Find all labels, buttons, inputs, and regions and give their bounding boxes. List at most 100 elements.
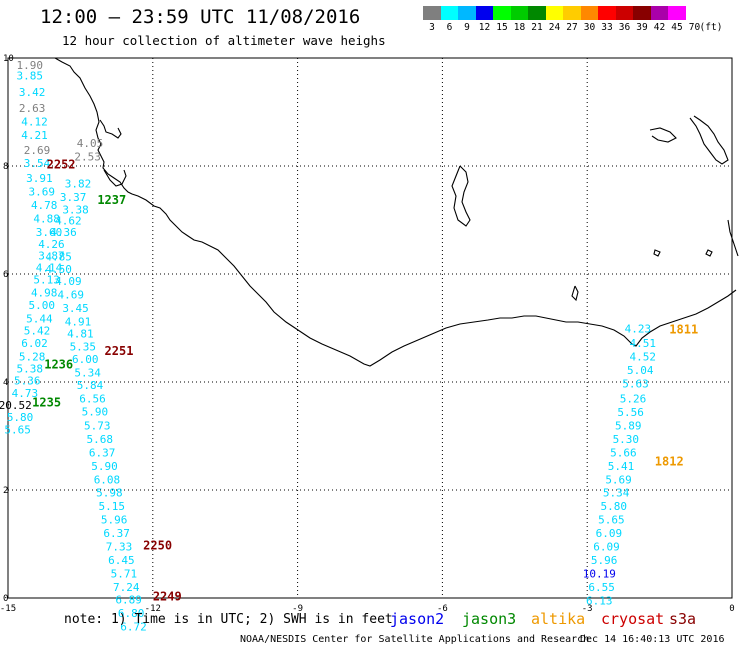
swh-observation: 4.52 <box>629 350 656 363</box>
swh-observation: 5.38 <box>16 362 43 375</box>
legend-swatch <box>510 6 528 20</box>
swh-observation: 4.12 <box>21 116 48 129</box>
swh-observation: 3.82 <box>65 178 92 191</box>
swh-observation: 3.42 <box>19 86 46 99</box>
pass-time-label: 2252 <box>47 158 76 172</box>
swh-observation: 5.41 <box>608 460 635 473</box>
x-tick-label: -3 <box>582 604 593 614</box>
legend-swatch <box>493 6 511 20</box>
swh-observation: 5.26 <box>620 393 647 406</box>
x-tick-label: -15 <box>0 604 16 614</box>
swh-observation: 7.24 <box>113 581 140 594</box>
swh-observation: 5.71 <box>111 567 138 580</box>
legend-swatch-label: 21 <box>531 22 543 33</box>
x-tick-label: -9 <box>292 604 303 614</box>
x-tick-label: -6 <box>437 604 448 614</box>
swh-observation: 6.37 <box>103 527 130 540</box>
legend-swatch-label: 3 <box>429 22 435 33</box>
page-subtitle: 12 hour collection of altimeter wave hei… <box>62 33 386 48</box>
swh-observation: 5.63 <box>622 377 649 390</box>
swh-observation: 4.36 <box>50 226 77 239</box>
swh-observation: 4.26 <box>38 238 65 251</box>
coastline <box>54 57 739 367</box>
y-tick-label: 6 <box>3 270 8 280</box>
benin-lagoon <box>571 285 579 302</box>
y-tick-label: 4 <box>3 378 8 388</box>
swh-observation: 3.45 <box>62 302 89 315</box>
y-tick-label: 0 <box>3 594 8 604</box>
swh-observation: 6.45 <box>108 554 135 567</box>
swh-observation: 6.09 <box>596 527 623 540</box>
swh-observation: 5.30 <box>613 433 640 446</box>
legend-swatch-label: 36 <box>618 22 631 33</box>
legend-swatch <box>458 6 476 20</box>
swh-observation: 5.66 <box>610 447 637 460</box>
swh-observation: 4.91 <box>65 315 92 328</box>
swh-observation: 5.13 <box>33 274 60 287</box>
swh-observation: 4.73 <box>12 387 39 400</box>
swh-observation: 4.62 <box>55 214 82 227</box>
swh-observation: 2.69 <box>24 144 51 157</box>
y-tick-label: 2 <box>3 486 8 496</box>
satellite-pass-time-labels: 2252 1237 2251 1236 1235 2250 2249 1811 1812 <box>32 158 698 604</box>
swh-observation: 5.34 <box>74 367 101 380</box>
legend-swatch <box>440 6 458 20</box>
swh-observation: 5.90 <box>91 460 118 473</box>
swh-observation: 3.91 <box>26 172 53 185</box>
swh-observation: 5.96 <box>101 513 128 526</box>
swh-observation: 4.69 <box>57 288 84 301</box>
inland-river-segment <box>727 219 739 257</box>
swh-observation: 5.98 <box>96 486 123 499</box>
legend-swatch-label: 30 <box>583 22 596 33</box>
legend-swatch <box>475 6 493 20</box>
niger-delta-fragment <box>649 127 677 143</box>
swh-observation: 4.09 <box>55 275 82 288</box>
legend-swatch-label: 39 <box>636 22 648 33</box>
legend-swatch <box>598 6 616 20</box>
pass-time-label: 2250 <box>143 538 172 552</box>
guinea-estuary <box>103 169 127 187</box>
swh-observation: 6.55 <box>588 581 615 594</box>
swh-observation: 5.73 <box>84 420 111 433</box>
swh-observation: 5.69 <box>605 474 632 487</box>
legend-swatch <box>580 6 598 20</box>
swh-observation: 4.88 <box>33 213 60 226</box>
pass-time-label: 1236 <box>44 358 73 372</box>
swh-observation: 3.38 <box>62 204 89 217</box>
swh-observation: 1.90 <box>16 59 43 72</box>
x-tick-label: -12 <box>145 604 161 614</box>
swh-observation: 4.50 <box>45 263 72 276</box>
legend-swatch <box>668 6 686 20</box>
swh-observation: 6.72 <box>120 620 147 633</box>
swh-observation: 4.78 <box>31 199 58 212</box>
swh-observation: 5.84 <box>77 379 104 392</box>
credit-line: NOAA/NESDIS Center for Satellite Applica… <box>240 634 590 645</box>
swh-observation: 5.56 <box>617 406 644 419</box>
map-frame <box>7 57 733 599</box>
legend-swatch-label: 27 <box>566 22 578 33</box>
legend-swatch <box>633 6 651 20</box>
swh-observation: 5.96 <box>591 554 618 567</box>
satellite-legend-item: s3a <box>669 610 697 628</box>
swh-observation: 5.80 <box>600 500 627 513</box>
legend-swatch <box>545 6 563 20</box>
legend-swatch <box>650 6 668 20</box>
legend-swatch-label: 45 <box>671 22 683 33</box>
swh-observation: 4.21 <box>21 129 48 142</box>
swh-observation: 5.44 <box>26 313 53 326</box>
swh-observation: 4.85 <box>45 251 72 264</box>
x-tick-label: 0 <box>729 604 734 614</box>
swh-observation: 5.15 <box>99 500 126 513</box>
swh-observation: 5.90 <box>82 405 109 418</box>
legend-swatch-label: 12 <box>478 22 491 33</box>
axis-tick-labels: -15 -12 -9 -6 -3 0 0 2 4 6 8 10 <box>0 54 735 614</box>
swh-observation: 5.36 <box>14 375 41 388</box>
swh-observation: 5.00 <box>29 299 56 312</box>
volta-lake <box>451 165 471 227</box>
pass-time-label: 1811 <box>669 322 698 336</box>
swh-observation: 4.98 <box>31 287 58 300</box>
legend-swatch-label: 9 <box>464 22 470 33</box>
swh-observation: 6.89 <box>115 593 142 606</box>
